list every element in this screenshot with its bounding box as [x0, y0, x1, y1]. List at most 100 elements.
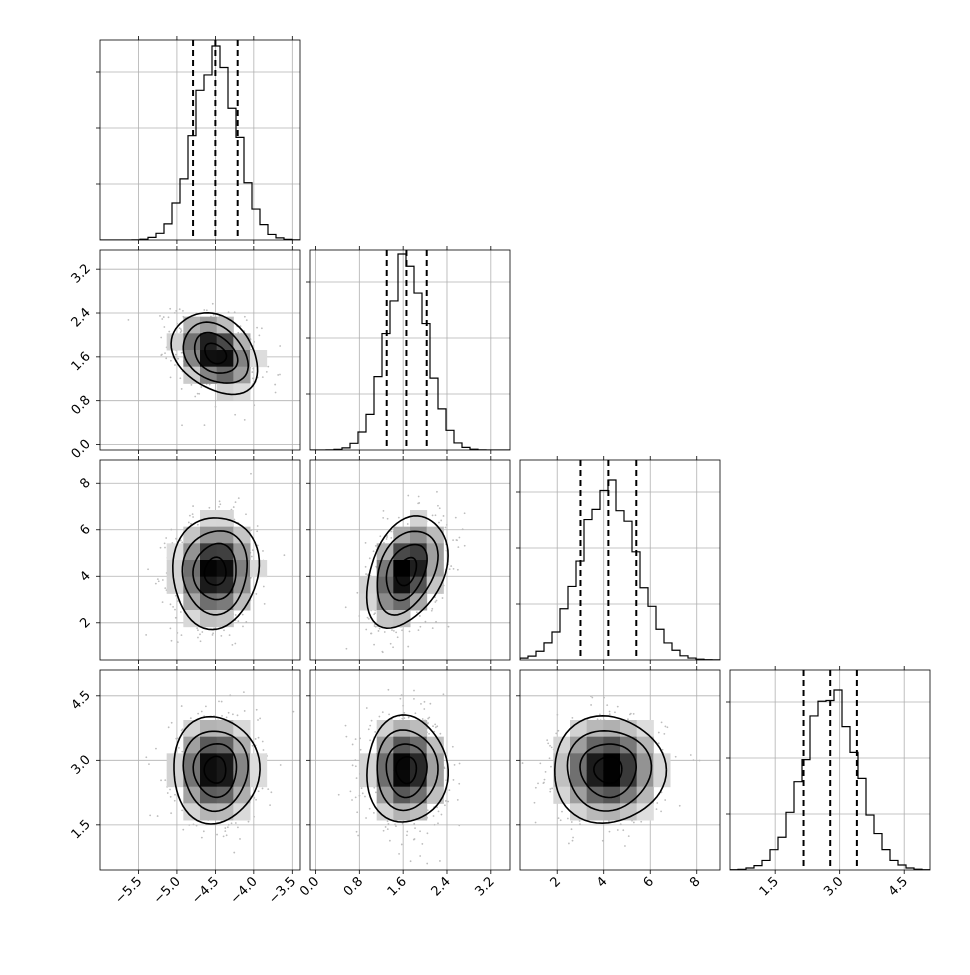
scatter-point [157, 580, 160, 583]
scatter-point [388, 713, 390, 716]
scatter-point [427, 722, 429, 724]
contour-level-0 [395, 556, 418, 587]
scatter-point [227, 311, 230, 314]
scatter-point [614, 711, 616, 714]
scatter-point [370, 632, 373, 635]
scatter-point [660, 721, 663, 724]
density-cell [410, 510, 428, 528]
scatter-point [386, 517, 389, 520]
scatter-point [666, 726, 669, 729]
scatter-point [359, 748, 362, 751]
scatter-point [378, 627, 381, 630]
scatter-point [445, 523, 448, 526]
scatter-point [199, 633, 201, 636]
density-cell [233, 543, 251, 561]
scatter-point [444, 526, 447, 529]
density-cell [426, 560, 444, 578]
scatter-point [664, 799, 667, 801]
scatter-point [203, 424, 206, 427]
density-cell [376, 610, 394, 628]
density-cell [200, 366, 218, 384]
scatter-point [387, 822, 390, 825]
scatter-point [375, 791, 377, 794]
contour-level-1 [385, 543, 428, 602]
scatter-point [627, 718, 629, 721]
scatter-point [389, 642, 392, 645]
scatter-point [162, 316, 165, 318]
density-cell [200, 720, 218, 738]
x-tick-label-param-2: 8 [687, 874, 703, 890]
scatter-point [262, 749, 265, 751]
scatter-point [344, 724, 347, 727]
scatter-point [230, 822, 233, 825]
scatter-point [261, 740, 264, 743]
y-tick-label-param-3: 1.5 [69, 817, 94, 842]
scatter-point [370, 719, 373, 722]
scatter-point [216, 833, 218, 836]
scatter-point [384, 826, 387, 828]
density-cell [233, 333, 251, 351]
histogram-param-2 [520, 479, 720, 660]
scatter-point [568, 842, 570, 845]
density-blocks [360, 510, 444, 628]
scatter-point [382, 509, 385, 512]
scatter-point [418, 615, 421, 617]
density-cell [410, 593, 428, 611]
scatter-point [257, 736, 260, 739]
scatter-point [164, 587, 167, 590]
contour-level-0 [203, 556, 227, 586]
scatter-point [561, 810, 563, 813]
density-cell [393, 720, 411, 738]
x-tick-label-param-0: −3.5 [266, 874, 299, 907]
scatter-point [190, 522, 192, 525]
y-tick-label-param-3: 3.0 [69, 753, 94, 778]
scatter-point [689, 754, 692, 756]
scatter-point [424, 620, 427, 623]
scatter-point [245, 513, 247, 516]
density-cell [166, 333, 184, 351]
y-tick-label-param-1: 0.8 [69, 393, 94, 418]
scatter-point [360, 787, 363, 790]
density-cell [183, 333, 201, 351]
scatter-point [456, 568, 459, 571]
density-cell [570, 770, 588, 788]
scatter-point [622, 829, 625, 832]
scatter-point [211, 633, 214, 636]
density-cell [216, 803, 234, 821]
scatter-point [385, 538, 388, 540]
density-cell [603, 720, 621, 738]
scatter-point [445, 549, 448, 552]
scatter-point [337, 793, 340, 796]
scatter-point [345, 735, 348, 738]
density-cell [183, 770, 201, 788]
scatter-point [619, 823, 622, 826]
scatter-point [176, 737, 179, 740]
scatter-point [188, 514, 191, 517]
scatter-point [351, 743, 354, 746]
x-tick-label-param-0: −4.5 [189, 874, 222, 907]
scatter-point [428, 732, 430, 735]
scatter-point [608, 713, 611, 715]
density-cell [376, 576, 394, 594]
density-cell [166, 560, 184, 578]
scatter-point [406, 523, 409, 525]
scatter-point [435, 620, 437, 623]
scatter-point [174, 594, 177, 597]
scatter-point [232, 506, 235, 508]
x-tick-label-param-1: 0.8 [341, 874, 366, 899]
scatter-point [279, 764, 282, 766]
panel-frame [309, 669, 511, 871]
scatter-point [534, 786, 537, 789]
scatter-point [428, 716, 431, 719]
scatter-point [456, 799, 459, 801]
scatter-point [245, 319, 248, 322]
scatter-point [570, 821, 573, 823]
density-cell [200, 576, 218, 594]
scatter-point [233, 311, 236, 314]
scatter-point [223, 629, 225, 632]
scatter-point [192, 505, 194, 507]
density-cell [183, 720, 201, 738]
scatter-point [148, 763, 150, 765]
scatter-point [262, 550, 264, 552]
